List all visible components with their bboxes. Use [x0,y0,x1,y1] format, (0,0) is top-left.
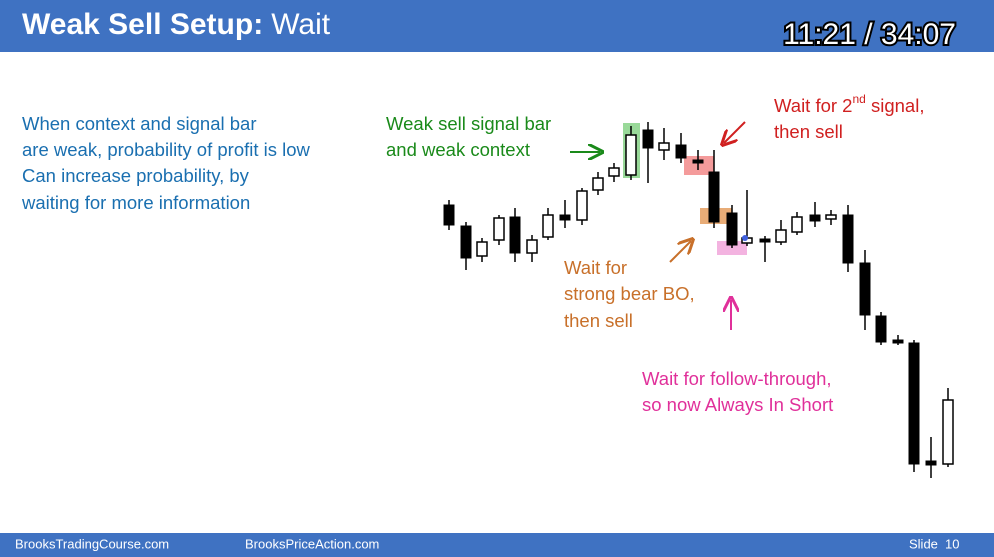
candle-body [842,214,854,264]
candle-body [576,190,588,221]
candle-body [775,229,787,243]
candle-body [809,214,821,222]
candle-body [759,238,771,243]
candle-body [443,204,455,226]
candle-body [460,225,472,259]
signal-dot [742,235,748,241]
title-rest: Wait [271,8,331,41]
candle-body [625,134,637,176]
body-text: When context and signal bar are weak, pr… [21,113,311,213]
header-bar [0,0,994,52]
candle-body [559,214,571,221]
annotation: Weak sell signal bar [386,113,551,134]
candles [443,122,954,478]
superscript: nd [852,92,865,106]
annotation: and weak context [386,139,530,160]
candle-body [658,142,670,151]
highlight [684,156,714,175]
candle-body [908,342,920,465]
candle-body [708,171,720,223]
candle-body [526,239,538,254]
footer-bar [0,533,994,557]
annotation: so now Always In Short [642,394,833,415]
candle-body [509,216,521,254]
candle-body [675,144,687,159]
body-line: are weak, probability of profit is low [22,139,311,160]
annotation-part: Wait for 2 [774,95,852,116]
candle-body [692,159,704,164]
arrow [669,241,691,263]
annotation: Wait for [564,257,627,278]
candle-body [493,217,505,241]
title: Weak Sell Setup: Wait [22,8,331,41]
candle-body [825,214,837,220]
arrow [724,121,746,143]
candle-body [726,212,738,246]
slide-label: Slide [909,536,938,551]
body-line: waiting for more information [21,192,250,213]
title-bold: Weak Sell Setup: [22,8,263,41]
footer-left: BrooksTradingCourse.com [15,536,169,551]
candle-body [875,315,887,343]
annotation: then sell [774,121,843,142]
body-line: Can increase probability, by [22,165,250,186]
candle-body [925,460,937,466]
candle-body [642,129,654,149]
candle-body [859,262,871,316]
annotation-part: signal, [866,95,925,116]
annotation: strong bear BO, [564,283,695,304]
footer-middle: BrooksPriceAction.com [245,536,379,551]
candle-body [608,167,620,177]
annotation: then sell [564,310,633,331]
annotation: Wait for follow-through, [642,368,832,389]
candle-body [942,399,954,465]
candle-body [542,214,554,238]
slide-number: 10 [945,536,959,551]
annotations: Weak sell signal bar and weak context Wa… [386,92,924,415]
body-line: When context and signal bar [22,113,256,134]
candle-body [476,241,488,257]
timer: 11:21 / 34:07 [783,18,956,51]
candle-body [892,339,904,344]
candle-body [592,177,604,191]
candle-body [791,216,803,233]
annotation: Wait for 2nd signal, [774,92,924,116]
footer: BrooksTradingCourse.com BrooksPriceActio… [15,536,959,551]
